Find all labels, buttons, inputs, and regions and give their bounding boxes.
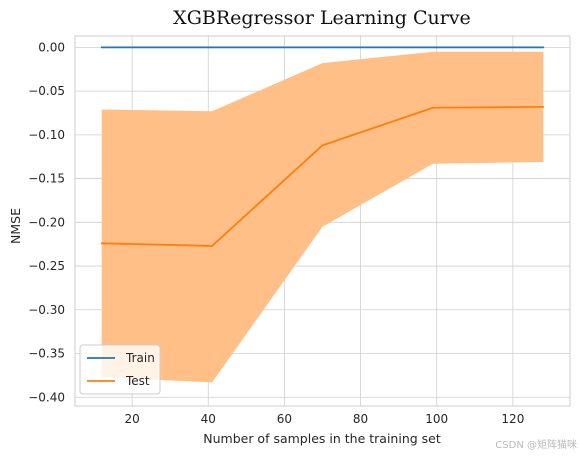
data-point-test-1 [211, 245, 213, 247]
y-tick-label-6: −0.30 [28, 303, 65, 317]
y-tick-label-5: −0.25 [28, 259, 65, 273]
chart-title: XGBRegressor Learning Curve [173, 7, 471, 29]
data-point-test-4 [542, 105, 545, 108]
data-point-test-3 [432, 106, 434, 109]
plot-frame [74, 35, 571, 407]
watermark-text: CSDN @矩阵猫咪 [495, 438, 577, 451]
x-tick-label-5: 120 [501, 412, 524, 426]
y-tick-label-2: −0.10 [28, 128, 65, 142]
y-axis-label: NMSE [8, 208, 23, 244]
x-axis-label: Number of samples in the training set [203, 431, 441, 446]
legend-label-test: Test [125, 374, 150, 388]
y-tick-label-4: −0.20 [28, 215, 65, 229]
data-point-train-4 [542, 46, 545, 49]
data-point-train-0 [100, 46, 103, 49]
data-point-train-2 [321, 46, 324, 49]
x-tick-label-3: 80 [353, 412, 368, 426]
y-tick-label-3: −0.15 [28, 172, 65, 186]
legend: Train Test [79, 344, 161, 395]
x-tick-label-0: 20 [124, 412, 139, 426]
x-tick-label-4: 100 [425, 412, 448, 426]
y-tick-label-8: −0.40 [28, 390, 65, 404]
legend-label-train: Train [125, 351, 155, 365]
confidence-band-test [101, 51, 544, 383]
x-tick-label-2: 60 [277, 412, 292, 426]
data-point-train-1 [211, 46, 213, 49]
data-point-test-2 [321, 144, 324, 147]
y-tick-label-0: 0.00 [38, 40, 65, 54]
x-tick-label-1: 40 [201, 412, 216, 426]
y-tick-label-1: −0.05 [28, 84, 65, 98]
y-tick-label-7: −0.35 [28, 347, 65, 361]
data-point-train-3 [432, 46, 434, 49]
data-point-test-0 [100, 242, 103, 245]
